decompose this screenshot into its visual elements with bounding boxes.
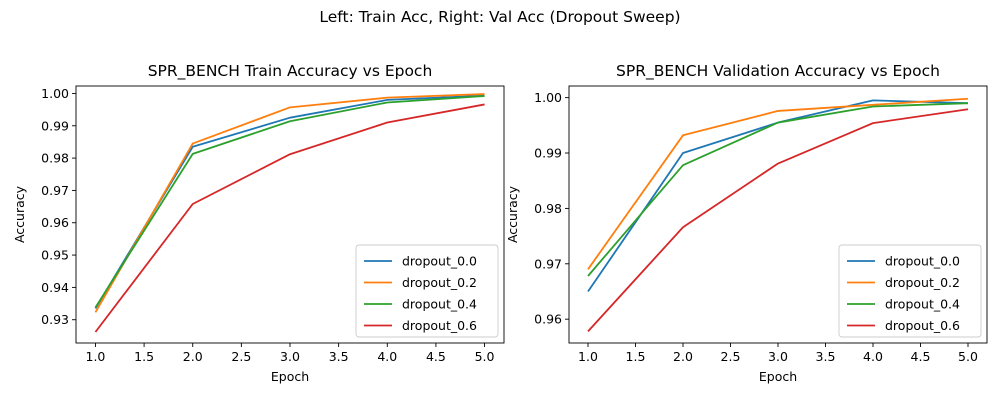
- chart-2-line-dropout-0-4: [587, 102, 969, 277]
- chart-1-title: SPR_BENCH Train Accuracy vs Epoch: [148, 62, 433, 81]
- chart-2-xtick-label: 1.0: [578, 349, 598, 364]
- chart-2-title: SPR_BENCH Validation Accuracy vs Epoch: [616, 62, 940, 81]
- chart-1-xtick-label: 4.0: [377, 349, 397, 364]
- chart-1-ytick-label: 0.93: [41, 312, 69, 327]
- chart-1-xtick-label: 5.0: [475, 349, 495, 364]
- chart-2-ytick-label: 0.99: [534, 146, 562, 161]
- train-accuracy-chart: SPR_BENCH Train Accuracy vs Epoch 1.0 1.5 2…: [12, 62, 505, 384]
- chart-1-legend-label: dropout_0.6: [402, 318, 477, 333]
- chart-1-line-dropout-0-4: [94, 95, 485, 308]
- chart-2-legend-box: [838, 244, 982, 338]
- chart-2-ylabel: Accuracy: [505, 185, 520, 243]
- chart-2-line-dropout-0-2: [587, 97, 969, 270]
- chart-2-xtick-label: 2.0: [673, 349, 693, 364]
- chart-1-line-dropout-0-2: [94, 93, 485, 313]
- chart-2-ytick-label: 0.97: [534, 256, 562, 271]
- chart-1-xtick-label: 3.5: [329, 349, 349, 364]
- chart-2-ytick-label: 0.98: [534, 201, 562, 216]
- chart-1-ytick-label: 0.98: [41, 151, 69, 166]
- chart-1-xtick-label: 2.5: [231, 349, 251, 364]
- chart-1-xtick-label: 4.5: [426, 349, 446, 364]
- chart-2-xtick-label: 3.0: [768, 349, 788, 364]
- chart-1-ytick-label: 0.97: [41, 183, 69, 198]
- chart-2-ytick-label: 1.00: [534, 90, 562, 105]
- chart-1-legend-label: dropout_0.2: [402, 275, 477, 290]
- chart-1-ytick-label: 0.99: [41, 118, 69, 133]
- chart-1-ytick-label: 0.96: [41, 215, 69, 230]
- chart-2-xtick-label: 4.5: [911, 349, 931, 364]
- chart-1-legend-label: dropout_0.4: [402, 297, 477, 312]
- chart-1-xtick-label: 1.5: [134, 349, 154, 364]
- chart-1-line-dropout-0-6: [94, 103, 485, 333]
- chart-2-xtick-label: 3.5: [816, 349, 836, 364]
- chart-2-line-dropout-0-6: [587, 108, 969, 332]
- chart-1-xtick-label: 3.0: [280, 349, 300, 364]
- chart-1-ylabel: Accuracy: [12, 185, 27, 243]
- chart-2-xtick-label: 1.5: [626, 349, 646, 364]
- figure-suptitle: Left: Train Acc, Right: Val Acc (Dropout…: [319, 8, 680, 26]
- chart-2-legend: dropout_0.0 dropout_0.2 dropout_0.4dropout…: [838, 244, 982, 338]
- chart-1-xtick-label: 1.0: [86, 349, 106, 364]
- chart-2-legend-label: dropout_0.6: [885, 318, 960, 333]
- chart-2-xtick-label: 4.0: [863, 349, 883, 364]
- validation-accuracy-chart: SPR_BENCH Validation Accuracy vs Epoch 1.…: [505, 62, 988, 384]
- chart-1-legend-box: [355, 244, 499, 338]
- chart-1-xtick-label: 2.0: [183, 349, 203, 364]
- chart-2-legend-label: dropout_0.2: [885, 275, 960, 290]
- chart-1-legend-label: dropout_0.0: [402, 254, 477, 269]
- chart-2-xtick-label: 2.5: [721, 349, 741, 364]
- chart-1-series: [94, 93, 485, 333]
- chart-2-xlabel: Epoch: [759, 369, 797, 384]
- chart-2-series: [587, 97, 969, 332]
- chart-2-ytick-label: 0.96: [534, 312, 562, 327]
- chart-1-legend: dropout_0.0 dropout_0.2 dropout_0.4dropout…: [355, 244, 499, 338]
- chart-1-ytick-label: 0.94: [41, 280, 69, 295]
- chart-1-xlabel: Epoch: [271, 369, 309, 384]
- chart-2-xtick-label: 5.0: [958, 349, 978, 364]
- chart-2-legend-label: dropout_0.4: [885, 297, 960, 312]
- chart-1-ytick-label: 1.00: [41, 86, 69, 101]
- chart-1-ytick-label: 0.95: [41, 248, 69, 263]
- chart-2-legend-label: dropout_0.0: [885, 254, 960, 269]
